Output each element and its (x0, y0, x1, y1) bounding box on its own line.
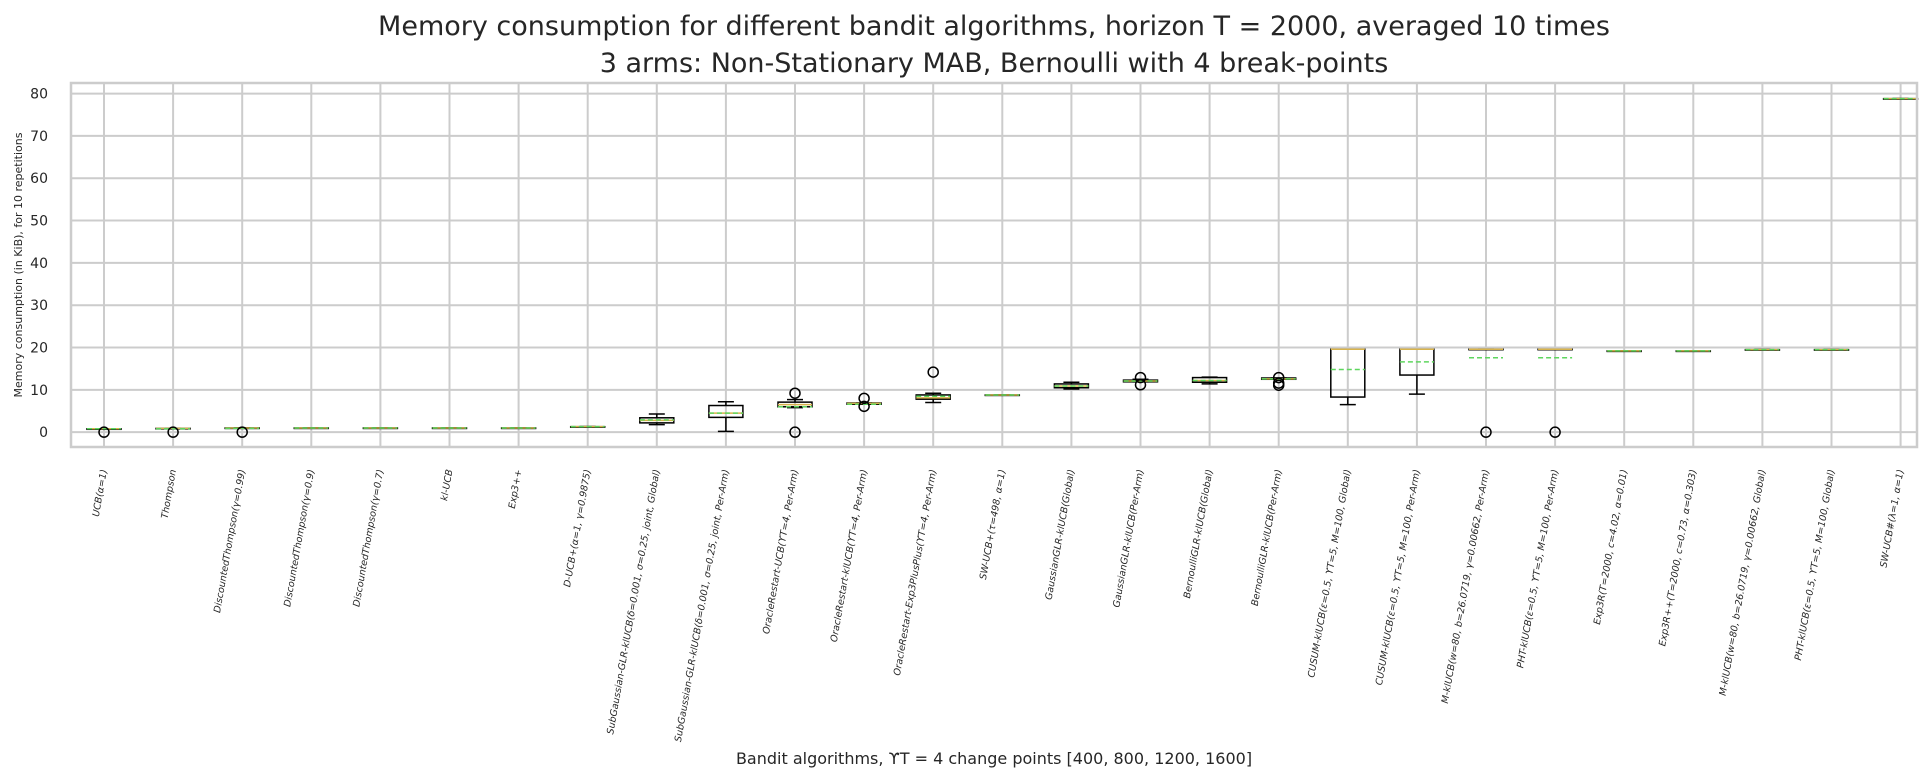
box-item (1260, 371, 1297, 391)
outlier-point (789, 387, 801, 399)
x-tick-label: DiscountedThompson(γ=0.9) (282, 469, 317, 608)
box-item (1330, 348, 1366, 406)
x-tick-label: PHT-klUCB(ε=0.5, ϒT=5, M=100, Global) (1793, 469, 1837, 662)
x-tick-labels: UCB(α=1) Thompson DiscountedThompson(γ=0.9… (91, 469, 1907, 743)
y-tick-label: 20 (30, 341, 48, 357)
chart-title-line1: Memory consumption for different bandit … (378, 11, 1610, 42)
box-item (639, 413, 675, 426)
grid-lines (71, 83, 1917, 447)
x-tick-label: GaussianGLR-klUCB(Per-Arm) (1111, 469, 1146, 609)
outlier-point (789, 426, 801, 438)
x-tick-label: SW-UCB+(τ=498, α=1) (978, 469, 1008, 581)
box-item (500, 427, 537, 430)
x-tick-label: Exp3R++(T=2000, c=0.73, α=0.303) (1657, 469, 1699, 648)
y-tick-label: 80 (30, 87, 48, 103)
outlier-point (1272, 379, 1285, 391)
x-tick-label: M-klUCB(w=80, b=26.0719, γ=0.00662, Per-… (1440, 469, 1492, 705)
y-tick-label: 10 (30, 383, 48, 399)
outlier-point (1134, 379, 1147, 391)
y-axis-label: Memory consumption (in KiB), for 10 repe… (12, 132, 25, 397)
outlier-point (1549, 426, 1561, 438)
y-tick-label: 50 (30, 214, 48, 230)
x-tick-label: Exp3R(T=2000, c=4.02, α=0.01) (1592, 469, 1630, 626)
y-tick-label: 70 (30, 129, 48, 145)
box-iqr (708, 404, 744, 419)
x-tick-label: SW-UCB#(λ=1, α=1) (1878, 469, 1906, 569)
x-axis-label: Bandit algorithms, ϒT = 4 change points … (736, 749, 1252, 768)
y-tick-label: 0 (39, 425, 48, 441)
x-tick-label: DiscountedThompson(γ=0.99) (212, 469, 248, 614)
plot-area-frame (69, 81, 1919, 449)
box-item (1882, 97, 1919, 100)
outlier-point (858, 400, 870, 413)
x-tick-label: Exp3++ (507, 469, 525, 510)
x-tick-label: PHT-klUCB(ε=0.5, ϒT=5, M=100, Per-Arm) (1515, 469, 1561, 669)
outlier-point (1134, 371, 1147, 384)
x-tick-label: M-klUCB(w=80, b=26.0719, γ=0.00662, Glob… (1718, 469, 1769, 697)
box-item (1744, 348, 1781, 351)
x-tick-label: SubGaussian-GLR-klUCB(δ=0.001, σ=0.25, j… (673, 469, 732, 743)
x-tick-label: kl-UCB (439, 469, 455, 502)
y-tick-label: 60 (30, 171, 48, 187)
box-item (1537, 348, 1573, 438)
box-item (224, 426, 260, 438)
box-item (1191, 376, 1228, 385)
x-tick-label: CUSUM-klUCB(ε=0.5, ϒT=5, M=100, Global) (1306, 469, 1354, 679)
box-item (1606, 350, 1642, 353)
box-item (1468, 348, 1504, 438)
box-item (915, 366, 951, 404)
box-item (86, 426, 122, 438)
outlier-point (1480, 426, 1492, 438)
box-item (293, 427, 330, 430)
x-tick-label: Thompson (160, 469, 179, 520)
box-item (1813, 348, 1850, 351)
box-item (1675, 350, 1712, 353)
y-tick-labels: 0 10 20 30 40 50 60 70 80 (30, 87, 48, 442)
box-layer (86, 97, 1919, 438)
outlier-point (167, 426, 179, 438)
y-tick-label: 40 (30, 256, 48, 272)
box-item (1053, 381, 1090, 390)
box-item (569, 425, 606, 428)
box-item (777, 387, 813, 438)
x-tick-label: BernoulliGLR-klUCB(Per-Arm) (1250, 469, 1285, 607)
box-item (431, 427, 468, 430)
box-iqr (915, 394, 951, 400)
y-tick-label: 30 (30, 298, 48, 314)
x-tick-label: SubGaussian-GLR-klUCB(δ=0.001, σ=0.25, j… (605, 469, 663, 736)
outlier-point (236, 426, 248, 438)
box-item (708, 400, 744, 433)
x-tick-label: UCB(α=1) (91, 469, 110, 518)
x-tick-label: BernoulliGLR-klUCB(Global) (1182, 469, 1216, 600)
box-item (1122, 371, 1159, 391)
x-tick-label: GaussianGLR-klUCB(Global) (1044, 469, 1078, 601)
box-item (362, 427, 399, 430)
box-item (846, 392, 882, 413)
x-tick-label: CUSUM-klUCB(ε=0.5, ϒT=5, M=100, Per-Arm) (1374, 469, 1423, 687)
x-tick-label: D-UCB+(α=1, γ=0.9875) (562, 469, 594, 588)
chart-title-line2: 3 arms: Non-Stationary MAB, Bernoulli wi… (600, 48, 1389, 79)
box-item (984, 394, 1021, 397)
outlier-point (927, 366, 939, 378)
box-item (1399, 348, 1435, 395)
x-tick-label: DiscountedThompson(γ=0.7) (351, 469, 386, 608)
outlier-point (98, 426, 110, 438)
x-tick-label: OracleRestart-klUCB(ϒT=4, Per-Arm) (829, 469, 870, 643)
x-tick-label: OracleRestart-UCB(ϒT=4, Per-Arm) (761, 469, 801, 635)
outlier-point (1272, 371, 1285, 384)
box-item (155, 426, 191, 438)
outlier-point (858, 392, 870, 405)
x-tick-label: OracleRestart-Exp3PlusPlus(ϒT=4, Per-Arm… (892, 469, 939, 677)
